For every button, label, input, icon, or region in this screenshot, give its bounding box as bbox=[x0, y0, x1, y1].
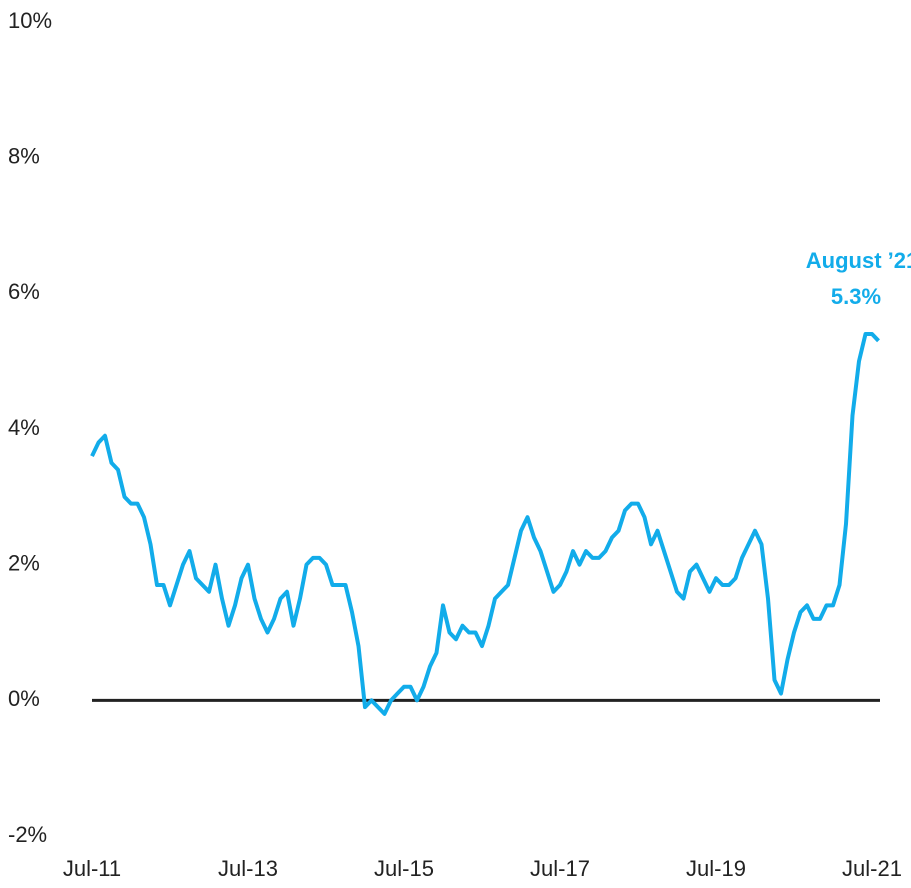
y-tick-label: 4% bbox=[8, 415, 40, 440]
y-tick-label: 10% bbox=[8, 8, 52, 33]
y-tick-label: -2% bbox=[8, 822, 47, 847]
y-tick-label: 0% bbox=[8, 686, 40, 711]
x-tick-label: Jul-15 bbox=[374, 856, 434, 881]
x-tick-label: Jul-13 bbox=[218, 856, 278, 881]
x-tick-label: Jul-21 bbox=[842, 856, 902, 881]
x-tick-label: Jul-11 bbox=[63, 856, 121, 881]
annotation: 5.3% bbox=[831, 284, 881, 309]
y-tick-label: 8% bbox=[8, 143, 40, 168]
line-series bbox=[90, 332, 880, 716]
y-tick-label: 6% bbox=[8, 279, 40, 304]
annotation: August ’21 bbox=[806, 248, 911, 273]
y-tick-label: 2% bbox=[8, 550, 40, 575]
x-tick-label: Jul-19 bbox=[686, 856, 746, 881]
x-tick-label: Jul-17 bbox=[530, 856, 590, 881]
